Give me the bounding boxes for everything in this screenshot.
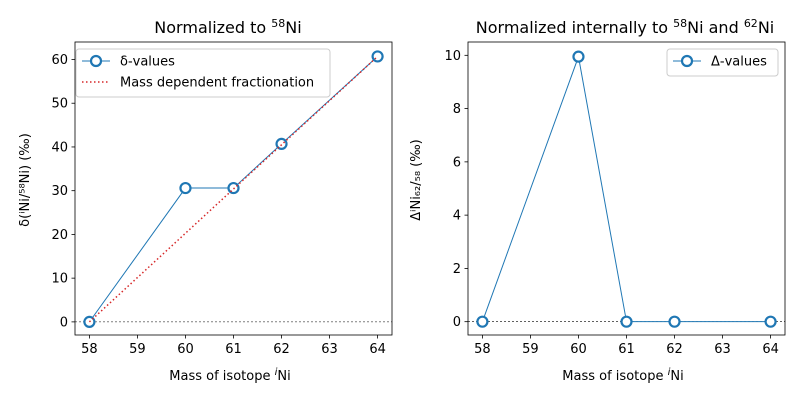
right-y-tick-label: 10 bbox=[444, 49, 461, 64]
left-y-tick-label: 50 bbox=[51, 97, 68, 112]
left-chart-title: Normalized to 58Ni bbox=[154, 17, 301, 37]
left-legend-marker bbox=[89, 54, 103, 68]
left-x-axis-label: Mass of isotope iNi bbox=[169, 367, 290, 384]
right-x-tick-label: 63 bbox=[714, 342, 731, 357]
right-x-tick-label: 64 bbox=[762, 342, 779, 357]
right-data-point bbox=[572, 50, 585, 63]
left-legend-label: δ-values bbox=[120, 55, 175, 70]
right-legend: Δ-values bbox=[666, 48, 779, 77]
left-x-tick-label: 61 bbox=[225, 342, 242, 357]
left-legend-label: Mass dependent fractionation bbox=[120, 76, 314, 91]
right-data-point bbox=[764, 315, 777, 328]
right-x-tick-label: 60 bbox=[570, 342, 587, 357]
right-x-tick-label: 59 bbox=[522, 342, 539, 357]
right-data-point bbox=[620, 315, 633, 328]
left-y-tick-label: 0 bbox=[60, 315, 68, 330]
left-x-tick-label: 58 bbox=[81, 342, 98, 357]
left-y-tick-label: 10 bbox=[51, 272, 68, 287]
right-x-tick-label: 58 bbox=[474, 342, 491, 357]
right-x-axis-label: Mass of isotope iNi bbox=[562, 367, 683, 384]
left-y-tick-label: 40 bbox=[51, 140, 68, 155]
left-data-point bbox=[179, 181, 192, 195]
right-legend-marker bbox=[680, 54, 694, 68]
right-data-point bbox=[476, 315, 489, 328]
left-x-tick-label: 62 bbox=[273, 342, 290, 357]
right-y-tick-label: 0 bbox=[453, 315, 461, 330]
left-x-tick-label: 60 bbox=[177, 342, 194, 357]
right-y-tick-label: 4 bbox=[453, 209, 461, 224]
right-x-tick-label: 62 bbox=[666, 342, 683, 357]
left-y-tick-label: 30 bbox=[51, 184, 68, 199]
left-data-point bbox=[371, 50, 384, 63]
left-y-axis-label: δ(ⁱNi/⁵⁸Ni) (‰) bbox=[18, 133, 33, 227]
left-chart: Normalized to 58Ni 58 59 60 61 62 63 64 0 10 20 30… bbox=[18, 17, 393, 384]
right-x-tick-label: 61 bbox=[618, 342, 635, 357]
right-chart: Normalized internally to 58Ni and 62Ni 5… bbox=[409, 17, 786, 384]
right-y-tick-label: 8 bbox=[453, 102, 461, 117]
right-y-tick-label: 2 bbox=[453, 262, 461, 277]
left-x-tick-label: 59 bbox=[129, 342, 146, 357]
left-legend: δ-values Mass dependent fractionation bbox=[75, 48, 331, 98]
left-legend-box bbox=[75, 48, 331, 98]
right-data-point bbox=[668, 315, 681, 328]
left-x-tick-label: 64 bbox=[369, 342, 386, 357]
right-legend-label: Δ-values bbox=[711, 55, 767, 70]
right-legend-box bbox=[666, 48, 779, 77]
left-x-tick-label: 63 bbox=[321, 342, 338, 357]
left-series-1-line bbox=[88, 55, 379, 323]
left-data-point bbox=[275, 137, 288, 150]
left-y-tick-label: 20 bbox=[51, 228, 68, 243]
right-y-tick-label: 6 bbox=[453, 155, 461, 170]
right-chart-title: Normalized internally to 58Ni and 62Ni bbox=[476, 17, 774, 37]
left-data-point bbox=[83, 315, 96, 328]
left-y-tick-label: 60 bbox=[51, 53, 68, 68]
right-y-axis-label: ΔⁱNi₆₂/₅₈ (‰) bbox=[409, 139, 424, 221]
